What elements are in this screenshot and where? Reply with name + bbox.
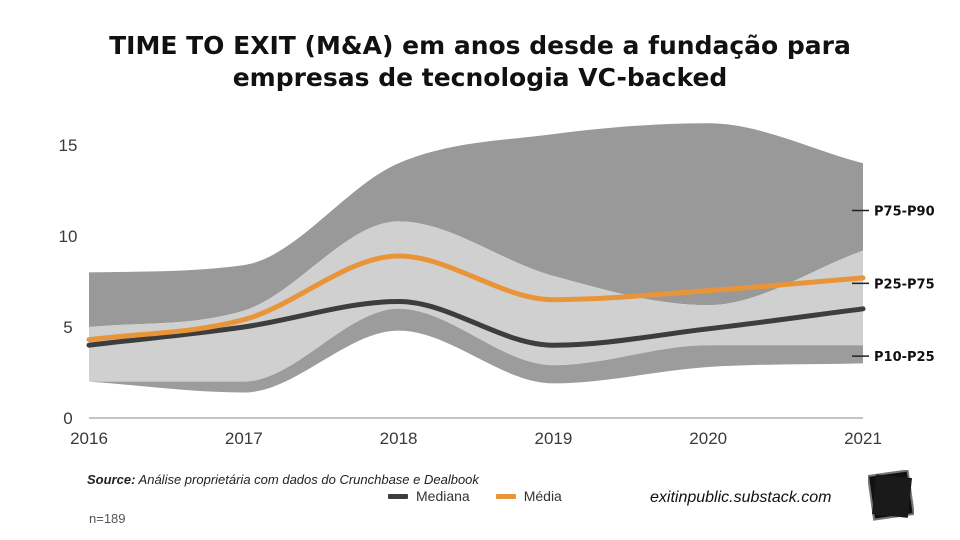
y-tick-label: 15	[59, 136, 78, 155]
x-tick-label: 2020	[689, 429, 727, 448]
y-tick-label: 5	[63, 318, 72, 337]
legend-swatch-mediana	[388, 493, 408, 499]
chart-title-line-1: TIME TO EXIT (M&A) em anos desde a funda…	[109, 31, 851, 60]
series-line-media	[86, 253, 866, 343]
legend-item-media: Média	[495, 488, 562, 504]
band-label-p10-p25: P10-P25	[874, 350, 935, 365]
band-label-p75-p90: P75-P90	[874, 205, 935, 220]
x-tick-label: 2021	[844, 429, 882, 448]
sample-size: n=189	[89, 511, 126, 526]
source-text: Análise proprietária com dados do Crunch…	[138, 472, 479, 487]
band-p10-p25	[89, 308, 863, 393]
site-url[interactable]: exitinpublic.substack.com	[650, 489, 832, 506]
chart-title-line-2: empresas de tecnologia VC-backed	[232, 63, 728, 92]
band-p25-p75	[89, 221, 863, 382]
x-tick-label: 2016	[70, 429, 108, 448]
legend-label-mediana: Mediana	[416, 488, 470, 504]
legend: Mediana Média	[388, 488, 588, 504]
band-label-p25-p75: P25-P75	[874, 277, 935, 292]
x-tick-label: 2018	[380, 429, 418, 448]
y-tick-label: 0	[63, 409, 72, 428]
legend-label-media: Média	[523, 488, 562, 504]
legend-item-mediana: Mediana	[388, 488, 470, 504]
chart-title: TIME TO EXIT (M&A) em anos desde a funda…	[0, 30, 960, 94]
x-tick-label: 2017	[225, 429, 263, 448]
source-note: Source: Análise proprietária com dados d…	[87, 472, 479, 488]
legend-swatch-media	[495, 493, 516, 499]
source-label: Source:	[87, 472, 136, 487]
y-tick-label: 10	[59, 227, 78, 246]
series-line-mediana	[86, 299, 866, 348]
exit-in-public-logo	[868, 470, 914, 521]
band-p75-p90	[89, 123, 863, 327]
x-tick-label: 2019	[534, 429, 572, 448]
